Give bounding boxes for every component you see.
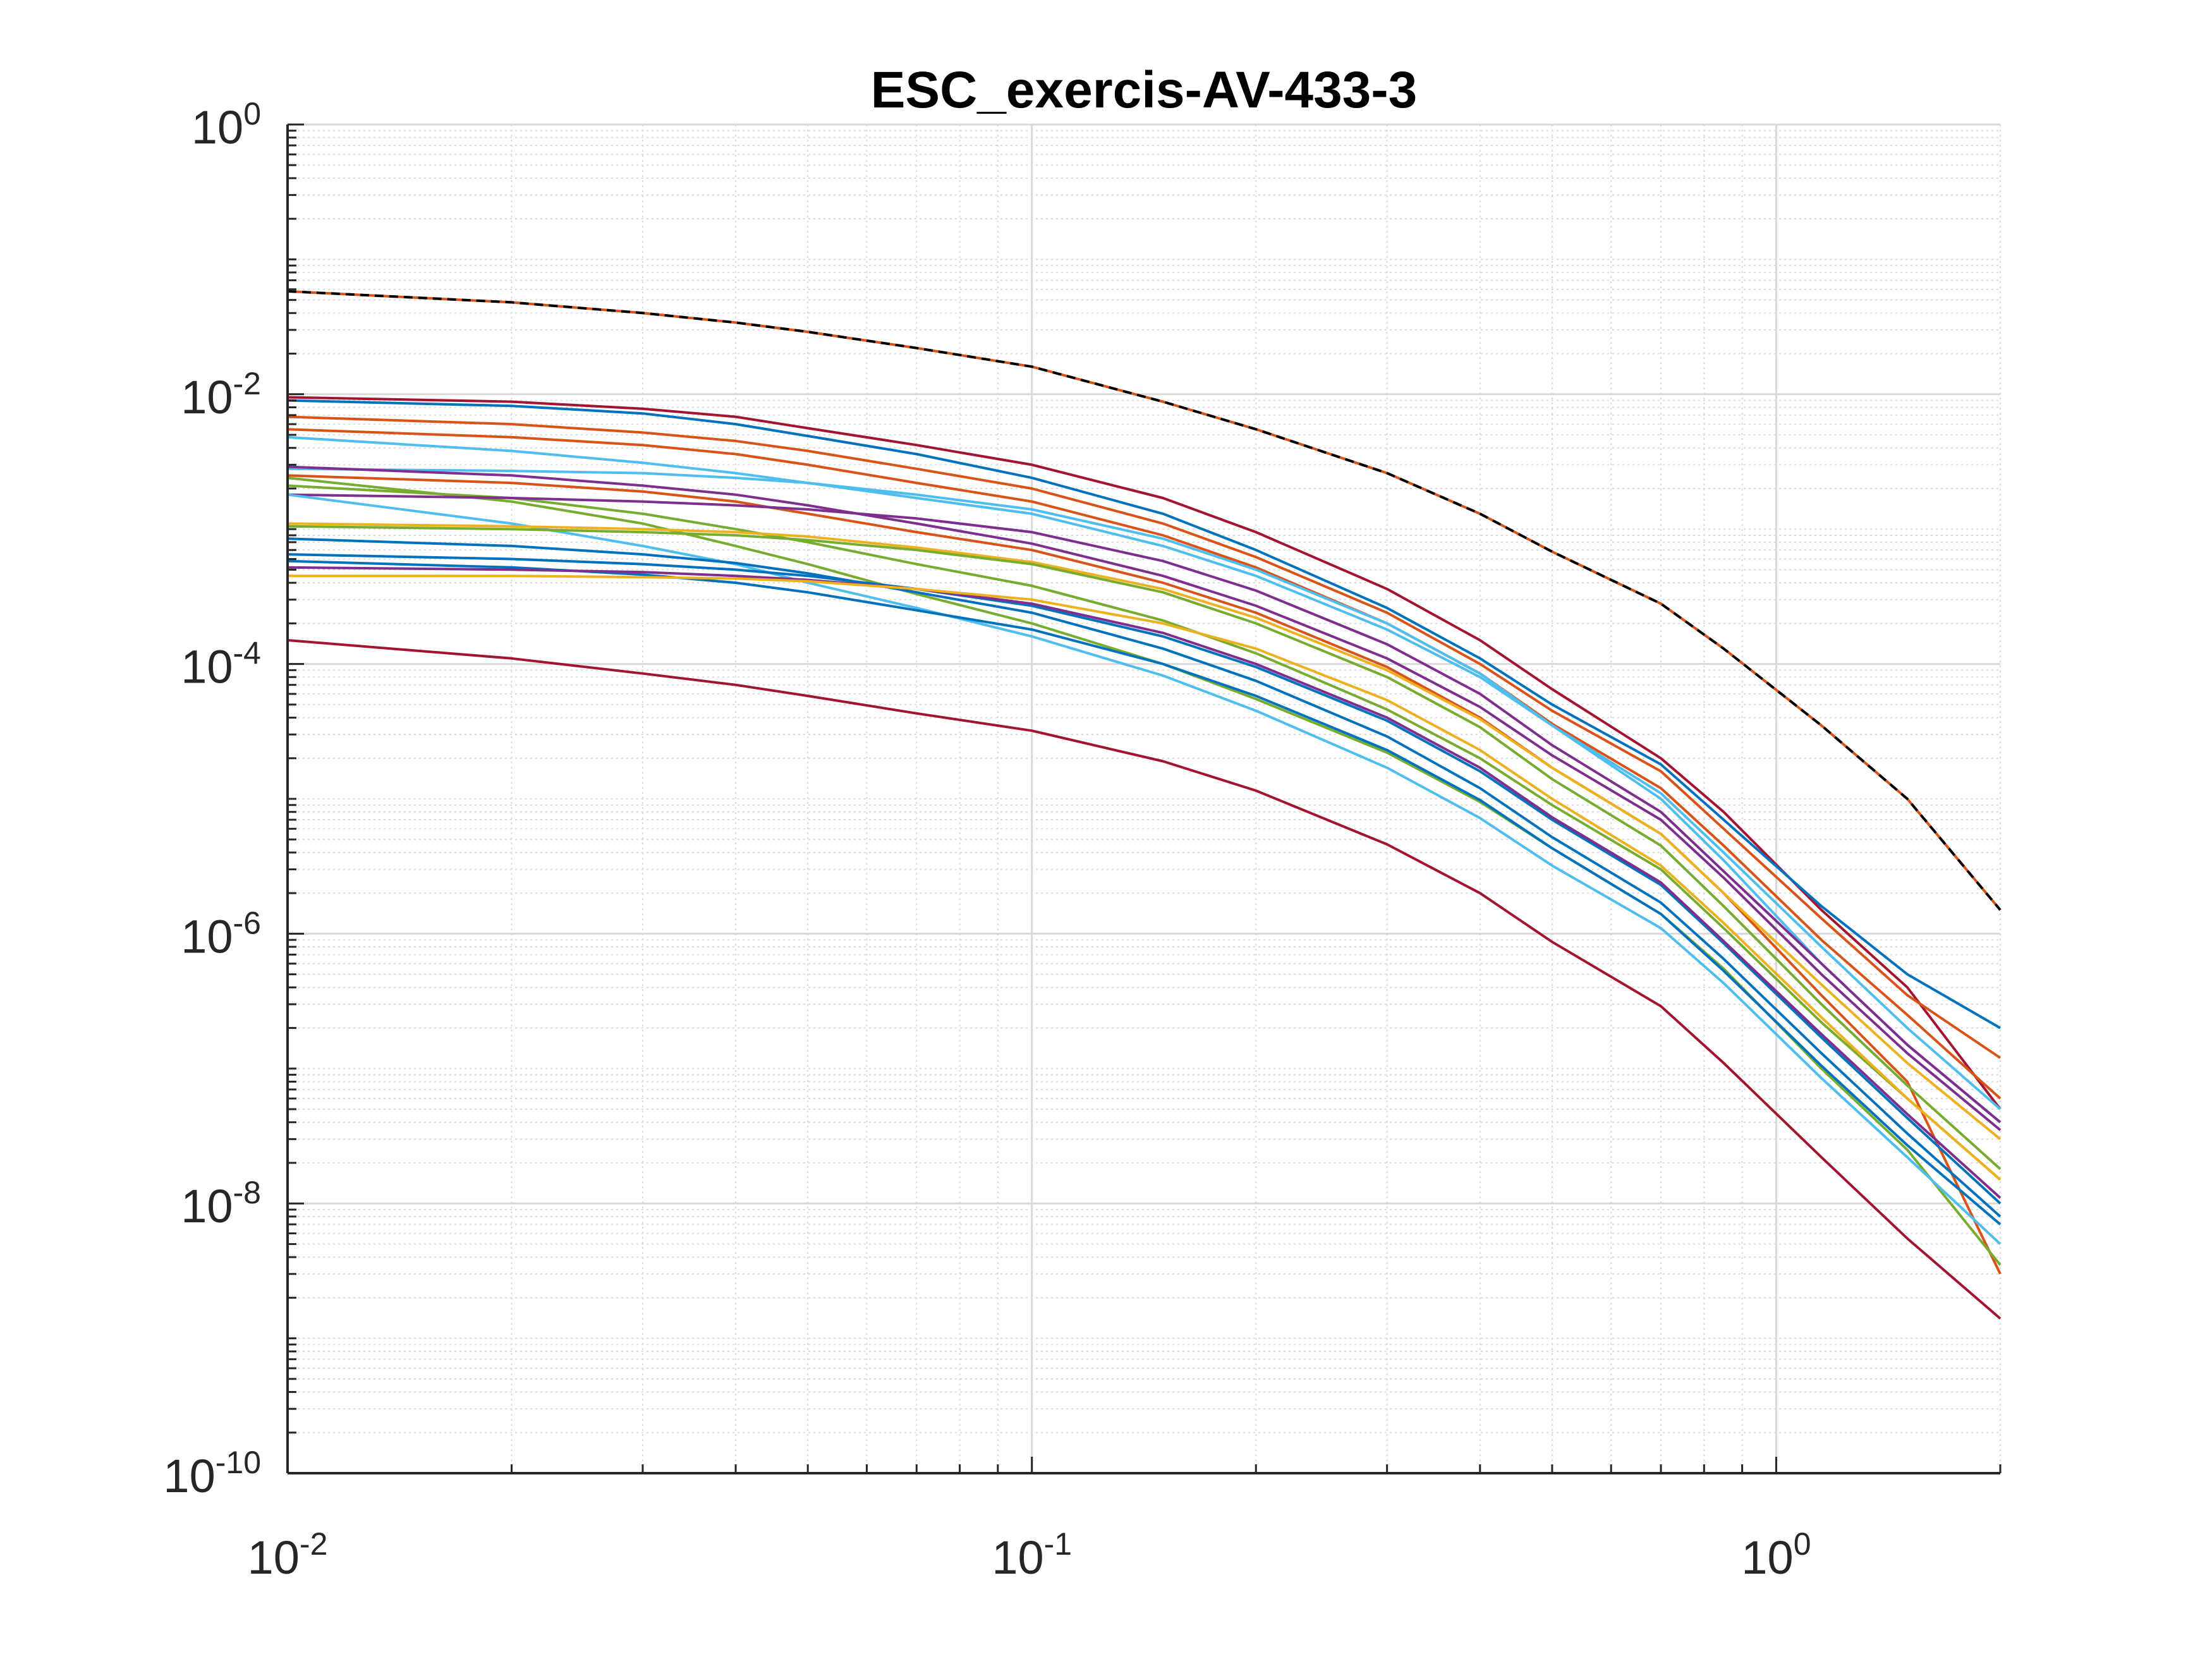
series-line-13 bbox=[287, 493, 2002, 1124]
y-tick-label: 10-8 bbox=[181, 1175, 261, 1232]
y-tick-label: 10-2 bbox=[181, 366, 261, 423]
series-line-10 bbox=[287, 474, 2002, 1275]
series-line-20 bbox=[287, 566, 2002, 1199]
x-tick-label: 100 bbox=[1741, 1526, 1811, 1584]
series-line-7 bbox=[287, 435, 2002, 1110]
tick-marks bbox=[286, 123, 2002, 1474]
series-line-3 bbox=[287, 396, 2002, 1110]
series-line-17 bbox=[287, 537, 2002, 1218]
series-line-18 bbox=[287, 553, 2002, 1205]
x-tick-label: 10-2 bbox=[248, 1526, 328, 1584]
series-line-12 bbox=[287, 484, 2002, 1181]
y-tick-label: 10-4 bbox=[181, 636, 261, 693]
series-line-14 bbox=[287, 493, 2002, 1245]
series-line-15 bbox=[287, 522, 2002, 1140]
series-line-22 bbox=[287, 639, 2002, 1320]
series-line-9 bbox=[287, 465, 2002, 1131]
grid bbox=[286, 123, 2001, 1474]
y-tick-label: 10-6 bbox=[181, 905, 261, 963]
series-group bbox=[287, 289, 2002, 1320]
series-line-1 bbox=[287, 289, 2002, 911]
chart-title: ESC_exercis-AV-433-3 bbox=[871, 61, 1418, 119]
series-line-4 bbox=[287, 399, 2002, 1030]
y-tick-label: 100 bbox=[191, 96, 261, 154]
series-line-8 bbox=[287, 467, 2002, 1124]
series-line-6 bbox=[287, 428, 2002, 1100]
series-line-5 bbox=[287, 415, 2002, 1059]
series-line-19 bbox=[287, 559, 2002, 1225]
series-line-21 bbox=[288, 574, 2002, 1181]
tick-labels: 10-2 10-1 100 10-10 10-8 10-6 10-4 10-2 100 bbox=[163, 96, 1811, 1584]
x-tick-label: 10-1 bbox=[992, 1526, 1072, 1584]
series-line-16 bbox=[287, 525, 2002, 1170]
y-tick-label: 10-10 bbox=[163, 1445, 261, 1502]
